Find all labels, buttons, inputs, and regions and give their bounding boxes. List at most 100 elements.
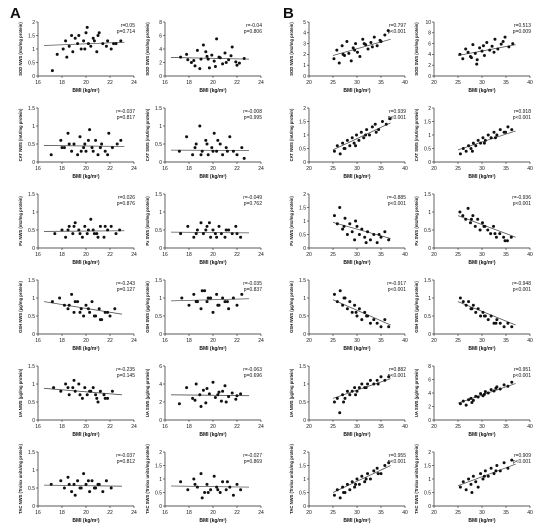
data-point bbox=[186, 488, 190, 492]
y-tick-label: 2 bbox=[303, 192, 306, 198]
y-tick-label: 1 bbox=[303, 133, 306, 139]
stat-annotation: p<0.001 bbox=[513, 459, 531, 465]
data-point bbox=[505, 239, 509, 243]
stat-annotation: r=-0.936 bbox=[512, 195, 531, 201]
scatter-plot-b-px-nws: 0 0.5 1 1.5 2 20 25 30 35 40 BMI (kg/m²) Px NWS (mU… bbox=[289, 192, 408, 266]
data-point bbox=[106, 228, 110, 232]
data-point bbox=[461, 57, 465, 61]
y-axis-label: Px SWS (mU/mg protein) bbox=[414, 196, 419, 246]
data-point bbox=[388, 117, 392, 121]
data-point bbox=[357, 482, 361, 486]
scatter-plot-b-sod-nws: 0 1 2 3 4 5 20 25 30 35 40 BMI (kg/m²) SOD NWS (mU/m… bbox=[289, 20, 408, 94]
x-tick-label: 25 bbox=[455, 166, 461, 172]
x-tick-label: 40 bbox=[527, 80, 533, 86]
data-point bbox=[479, 314, 483, 318]
scatter-plot-b-tac-nws: 0 0.5 1 1.5 2 20 25 30 35 40 BMI (kg/m²) TAC NWS (T… bbox=[289, 444, 408, 524]
data-point bbox=[78, 135, 82, 139]
data-point bbox=[377, 128, 381, 132]
data-point bbox=[70, 490, 74, 494]
stat-annotation: p=0.009 bbox=[513, 29, 531, 35]
data-point bbox=[72, 142, 76, 146]
data-point bbox=[476, 307, 480, 311]
data-point bbox=[76, 153, 80, 157]
data-point bbox=[223, 384, 227, 388]
data-point bbox=[204, 228, 208, 232]
y-tick-label: 1.5 bbox=[28, 33, 35, 39]
data-point bbox=[349, 59, 353, 63]
data-point bbox=[502, 461, 506, 465]
data-point bbox=[461, 480, 465, 484]
stat-annotation: r=0.918 bbox=[514, 109, 531, 115]
stat-annotation: r=-0.063 bbox=[243, 367, 262, 373]
x-tick-label: 18 bbox=[186, 424, 192, 430]
y-tick-label: 0 bbox=[303, 418, 306, 424]
y-tick-label: 1 bbox=[428, 477, 431, 483]
data-point bbox=[115, 142, 119, 146]
data-point bbox=[368, 321, 372, 325]
x-tick-label: 16 bbox=[162, 510, 168, 516]
data-point bbox=[360, 474, 364, 478]
y-tick-label: 1 bbox=[428, 296, 431, 302]
data-point bbox=[376, 382, 380, 386]
stat-annotation: p<0.001 bbox=[513, 115, 531, 121]
data-point bbox=[221, 296, 225, 300]
y-tick-label: 1 bbox=[303, 382, 306, 388]
data-point bbox=[357, 233, 361, 236]
data-point bbox=[216, 138, 220, 142]
data-point bbox=[467, 144, 471, 148]
data-point bbox=[355, 133, 359, 137]
data-point bbox=[496, 47, 500, 51]
y-tick-label: 1.5 bbox=[155, 192, 162, 198]
data-point bbox=[76, 300, 80, 304]
y-tick-label: 6 bbox=[428, 41, 431, 47]
stat-annotation: p<0.001 bbox=[513, 201, 531, 207]
y-tick-label: 0.5 bbox=[28, 314, 35, 320]
data-point bbox=[60, 228, 64, 232]
y-axis-label: TAC NWS (Trolox units/mg protein) bbox=[18, 444, 23, 514]
data-point bbox=[119, 39, 123, 43]
x-tick-label: 25 bbox=[330, 80, 336, 86]
data-point bbox=[493, 37, 497, 41]
stat-annotation: p=0.145 bbox=[117, 373, 135, 379]
x-tick-label: 35 bbox=[503, 424, 509, 430]
data-point bbox=[361, 37, 365, 41]
y-tick-label: 1.5 bbox=[155, 106, 162, 112]
data-point bbox=[179, 55, 183, 59]
x-tick-label: 22 bbox=[107, 510, 113, 516]
data-point bbox=[483, 138, 487, 142]
data-point bbox=[369, 41, 373, 45]
data-point bbox=[486, 474, 490, 478]
data-point bbox=[494, 469, 498, 473]
data-point bbox=[204, 401, 208, 405]
y-tick-label: 0 bbox=[303, 504, 306, 510]
x-tick-label: 18 bbox=[186, 80, 192, 86]
data-point bbox=[355, 314, 359, 318]
data-point bbox=[110, 146, 114, 150]
data-point bbox=[206, 153, 210, 157]
data-point bbox=[332, 493, 336, 497]
scatter-plot-b-cat-sws: 0 0.5 1 1.5 2 20 25 30 35 40 BMI (kg/m²) CAT SWS (m… bbox=[414, 106, 533, 180]
stat-annotation: r=-0.948 bbox=[512, 281, 531, 287]
x-tick-label: 24 bbox=[258, 166, 264, 172]
data-point bbox=[475, 58, 479, 62]
data-point bbox=[486, 318, 490, 322]
data-point bbox=[62, 303, 66, 307]
x-tick-label: 20 bbox=[306, 338, 312, 344]
data-point bbox=[109, 47, 113, 51]
y-tick-label: 0 bbox=[32, 246, 35, 252]
data-point bbox=[365, 128, 369, 132]
scatter-plot-a-px-nws: 0 0.5 1 1.5 16 18 20 22 24 BMI (kg/m²) Px NWS (mU/… bbox=[18, 192, 137, 266]
y-axis-label: CAT NWS (mU/mg protein) bbox=[18, 108, 23, 161]
y-tick-label: 0.5 bbox=[424, 146, 431, 152]
data-point bbox=[71, 50, 75, 54]
data-point bbox=[507, 45, 511, 49]
y-tick-label: 0.5 bbox=[299, 146, 306, 152]
data-point bbox=[215, 292, 219, 296]
y-tick-label: 0.5 bbox=[299, 314, 306, 320]
stat-annotation: r=-0.049 bbox=[243, 195, 262, 201]
x-tick-label: 40 bbox=[402, 424, 408, 430]
x-tick-label: 16 bbox=[35, 424, 41, 430]
data-point bbox=[348, 488, 352, 492]
x-tick-label: 18 bbox=[59, 80, 65, 86]
data-point bbox=[192, 292, 196, 296]
